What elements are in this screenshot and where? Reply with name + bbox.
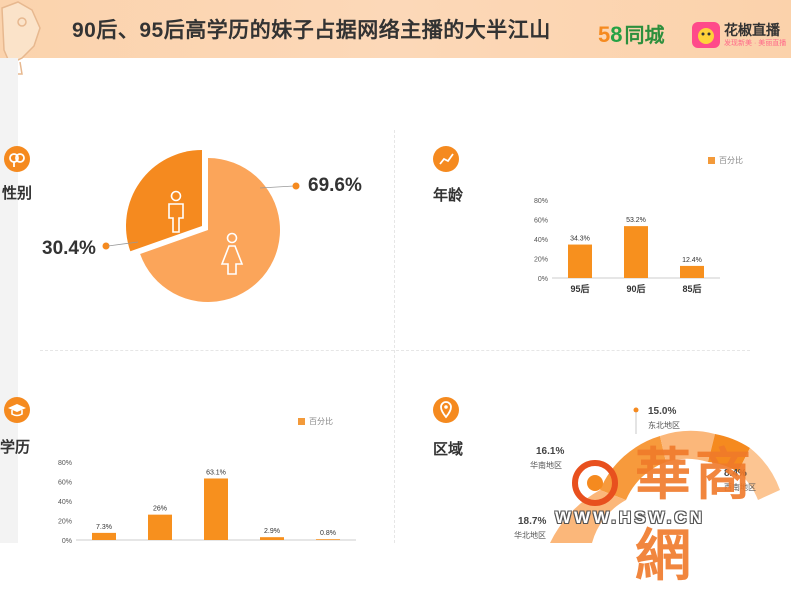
y-tick-label: 80%: [534, 198, 548, 205]
female-icon: [220, 232, 244, 275]
female-leader-line: [260, 182, 300, 190]
graduation-cap-icon: [4, 397, 30, 423]
bar: [260, 537, 284, 540]
logo-58tongcheng: 58 同城: [598, 22, 665, 47]
region-name-huanan: 华南地区: [530, 461, 562, 470]
region-name-huabei: 华北地区: [514, 531, 546, 540]
y-tick-label: 40%: [58, 499, 72, 506]
y-tick-label: 60%: [534, 218, 548, 225]
location-pin-icon: [433, 397, 459, 423]
region-name-dongbei: 东北地区: [648, 421, 680, 430]
region-slice-xinan: [738, 448, 780, 500]
region-value-huabei: 18.7%: [518, 516, 547, 527]
region-value-xinan: 8.4%: [724, 468, 747, 479]
huajiao-name: 花椒直播: [724, 22, 780, 38]
section-label-education: 学历: [0, 439, 31, 456]
pie-slice-female: [140, 158, 281, 302]
bar-value-label: 12.4%: [682, 257, 702, 264]
male-icon: [168, 190, 184, 233]
left-margin-strip: [0, 58, 18, 543]
vertical-divider: [394, 130, 395, 543]
education-legend: 百分比: [298, 416, 333, 427]
huajiao-logo-icon: [692, 22, 720, 48]
legend-swatch: [708, 157, 715, 164]
bar: [92, 532, 116, 540]
bar: [316, 539, 340, 540]
page-title: 90后、95后高学历的妹子占据网络主播的大半江山: [72, 19, 551, 42]
section-label-gender: 性别: [2, 185, 33, 202]
y-tick-label: 0%: [538, 276, 548, 283]
region-slice-dongbei: [660, 430, 715, 462]
bar-value-label: 2.9%: [264, 528, 280, 535]
age-legend: 百分比: [708, 155, 743, 166]
y-tick-label: 40%: [534, 237, 548, 244]
x-tick-label: 90后: [626, 283, 645, 294]
huajiao-slogan: 发现新美 · 美丽直播: [724, 40, 787, 47]
y-tick-label: 20%: [534, 257, 548, 264]
bar: [624, 226, 648, 278]
region-slice-xibei: [708, 434, 750, 472]
bar-value-label: 53.2%: [626, 217, 646, 224]
education-bar-chart: 80% 60% 40% 20% 0% 7.3% 26% 63.1% 2.9% 0.8%: [58, 460, 356, 543]
bar-value-label: 26%: [153, 506, 167, 513]
watermark-swirl-icon: [572, 460, 618, 506]
y-tick-label: 0%: [62, 538, 72, 543]
horizontal-divider: [40, 350, 750, 351]
bar: [148, 514, 172, 540]
male-leader-line: [102, 241, 139, 250]
y-tick-label: 20%: [58, 519, 72, 526]
bar-value-label: 63.1%: [206, 469, 226, 476]
region-slice-huabei: [550, 490, 626, 543]
x-tick-label: 85后: [682, 283, 701, 294]
pie-slice-male: [125, 150, 202, 252]
header-banner: 90后、95后高学历的妹子占据网络主播的大半江山 58 同城 花椒直播 发现新美 …: [0, 0, 791, 75]
bar: [568, 244, 592, 278]
age-chart-icon: [433, 146, 459, 172]
y-tick-label: 60%: [58, 480, 72, 487]
section-label-age: 年龄: [433, 187, 464, 204]
region-value-dongbei: 15.0%: [648, 406, 677, 417]
x-tick-label: 95后: [570, 283, 589, 294]
section-label-region: 区域: [433, 441, 464, 458]
male-percent: 30.4%: [42, 238, 96, 259]
region-donut-chart: [550, 407, 780, 543]
watermark-url: WWW.HSW.CN: [555, 508, 705, 527]
bar-value-label: 34.3%: [570, 236, 590, 243]
legend-swatch: [298, 418, 305, 425]
bar-value-label: 0.8%: [320, 530, 336, 537]
y-tick-label: 80%: [58, 460, 72, 467]
age-bar-chart: 80% 60% 40% 20% 0% 34.3% 95后 53.2% 90后 12.4% 85后: [534, 198, 720, 294]
region-name-xinan: 西南地区: [724, 483, 756, 492]
bar: [680, 265, 704, 278]
bar-value-label: 7.3%: [96, 524, 112, 531]
female-percent: 69.6%: [308, 175, 362, 196]
region-value-huanan: 16.1%: [536, 446, 565, 457]
gender-pie-chart: [125, 150, 281, 302]
gender-icon: [4, 146, 30, 172]
bar: [204, 478, 228, 540]
